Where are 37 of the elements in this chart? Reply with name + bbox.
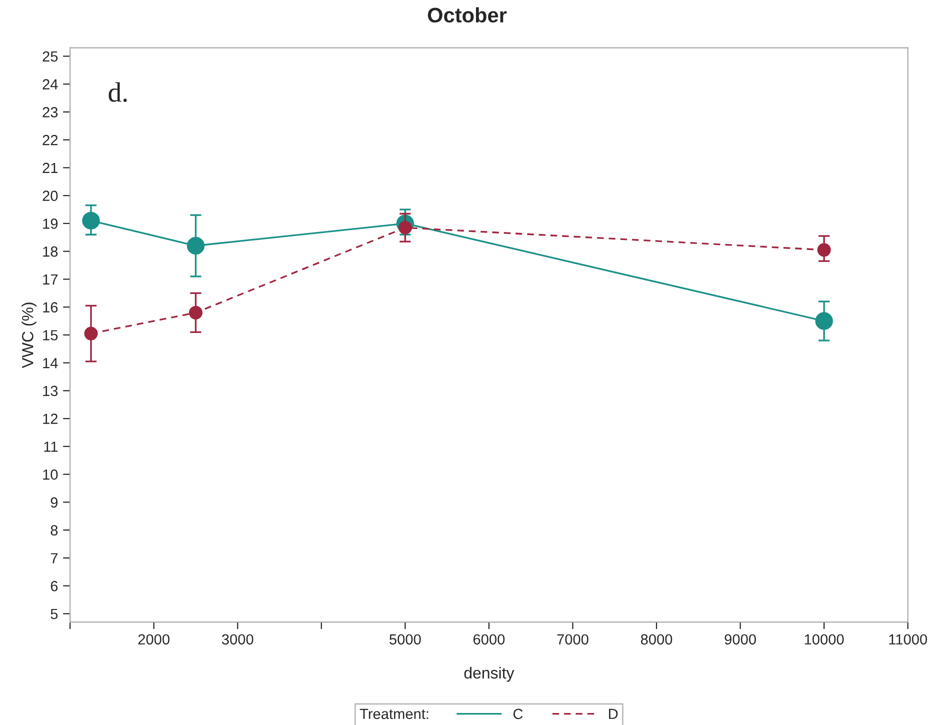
y-tick-label: 18 — [43, 246, 58, 257]
y-tick-label: 10 — [43, 469, 58, 480]
y-tick-label: 22 — [42, 134, 58, 146]
y-tick-label: 19 — [43, 218, 58, 229]
y-tick-label: 5 — [50, 608, 58, 620]
y-tick-label: 14 — [43, 358, 58, 368]
y-tick-label: 7 — [50, 553, 58, 564]
chart-title: October — [428, 7, 507, 23]
legend-label: D — [609, 708, 618, 719]
y-tick-label: 8 — [50, 525, 58, 536]
x-tick-label: 2000 — [138, 634, 170, 645]
x-axis-title: density — [464, 666, 514, 682]
y-tick-label: 13 — [43, 386, 58, 396]
y-tick-label: 15 — [43, 330, 58, 340]
x-tick-label: 3000 — [222, 634, 254, 645]
y-tick-label: 9 — [50, 497, 58, 508]
y-tick-label: 12 — [43, 414, 58, 424]
x-tick-label: 7000 — [557, 634, 588, 645]
y-tick-label: 25 — [42, 51, 58, 62]
y-tick-label: 11 — [44, 442, 58, 452]
y-tick-label: 23 — [42, 107, 58, 118]
y-tick-label: 6 — [50, 580, 58, 592]
annotation: d. — [108, 82, 127, 102]
x-tick-label: 11000 — [889, 634, 928, 645]
x-tick-label: 8000 — [640, 634, 672, 645]
y-tick-label: 24 — [42, 79, 58, 90]
y-tick-label: 16 — [43, 302, 58, 313]
x-tick-label: 9000 — [724, 634, 756, 645]
legend-label: C — [513, 708, 523, 720]
x-tick-label: 10000 — [804, 634, 844, 645]
y-tick-label: 20 — [42, 190, 58, 202]
y-tick-label: 17 — [43, 274, 58, 284]
x-tick-label: 6000 — [473, 634, 505, 645]
x-tick-label: 5000 — [390, 634, 421, 645]
y-axis-title: VWC (%) — [22, 302, 36, 368]
y-tick-label: 21 — [42, 162, 58, 173]
legend-title: Treatment: — [360, 708, 428, 720]
